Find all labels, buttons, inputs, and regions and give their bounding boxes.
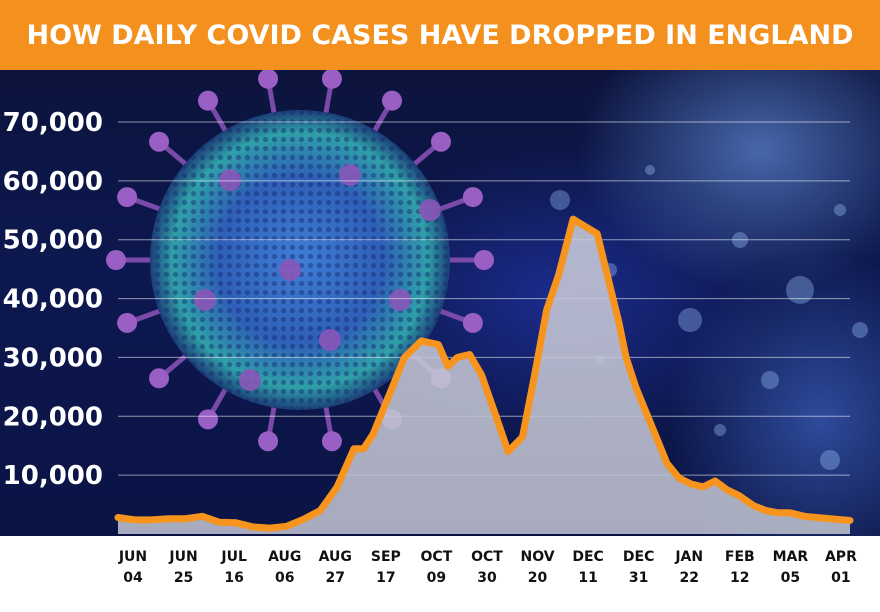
virus-spike-stem — [131, 196, 162, 212]
x-tick-label: 05 — [781, 570, 800, 586]
virus-surface-protein — [389, 289, 411, 311]
virus-spike-stem — [266, 84, 277, 115]
x-tick-label: 17 — [376, 570, 395, 586]
x-tick-label: 27 — [326, 570, 345, 586]
virus-surface-protein — [339, 164, 361, 186]
virus-surface-protein — [194, 289, 216, 311]
x-tick-label: SEP — [371, 549, 401, 565]
x-tick-label: DEC — [623, 549, 654, 565]
cases-area — [118, 219, 850, 534]
x-tick-label: 30 — [477, 570, 497, 586]
x-tick-label: FEB — [725, 549, 755, 565]
x-tick-label: 16 — [224, 570, 243, 586]
y-tick-label: 50,000 — [3, 226, 103, 256]
x-tick-label: 25 — [174, 570, 193, 586]
bokeh-particle — [678, 308, 702, 332]
x-tick-label: JAN — [674, 549, 703, 565]
x-tick-label: JUL — [220, 549, 247, 565]
x-tick-label: 20 — [528, 570, 548, 586]
virus-spike-stem — [208, 104, 229, 134]
x-tick-label: MAR — [773, 549, 809, 565]
virus-spike-head — [474, 250, 494, 270]
virus-spike-head — [462, 312, 483, 333]
virus-spike-stem — [162, 353, 189, 377]
virus-spike-head — [382, 90, 402, 111]
virus-spike-head — [430, 131, 451, 152]
y-tick-label: 10,000 — [3, 461, 103, 491]
virus-spike-stem — [438, 196, 469, 212]
bokeh-particle — [761, 371, 779, 389]
y-tick-label: 40,000 — [3, 285, 103, 315]
bokeh-particle — [834, 204, 846, 216]
virus-spike-stem — [208, 386, 229, 416]
y-tick-label: 30,000 — [3, 343, 103, 373]
y-tick-label: 70,000 — [3, 108, 103, 138]
x-tick-label: NOV — [520, 549, 554, 565]
virus-surface-protein — [279, 259, 301, 281]
virus-spike-head — [321, 68, 342, 89]
x-tick-label: 12 — [730, 570, 749, 586]
x-tick-label: 09 — [427, 570, 446, 586]
x-tick-label: 11 — [578, 570, 597, 586]
x-axis-labels: JUN 04 JUN 25 JUL 16 AUG 06 AUG 27 SEP 17 OCT 09 OCT 30… — [118, 549, 857, 586]
virus-spike-head — [258, 431, 279, 452]
bokeh-particle — [714, 424, 726, 436]
virus-surface-protein — [319, 329, 341, 351]
virus-spike-head — [198, 409, 218, 430]
y-tick-label: 20,000 — [3, 402, 103, 432]
x-tick-label: 04 — [123, 570, 143, 586]
bokeh-particle — [852, 322, 868, 338]
bokeh-particle — [786, 276, 814, 304]
virus-spike-head — [258, 68, 279, 89]
virus-spike-head — [149, 131, 170, 152]
virus-surface-protein — [219, 169, 241, 191]
virus-surface-protein — [419, 199, 441, 221]
x-tick-label: AUG — [268, 549, 301, 565]
bokeh-particle — [550, 190, 570, 210]
virus-spike-stem — [266, 405, 277, 436]
x-tick-label: 06 — [275, 570, 294, 586]
virus-surface-protein — [239, 369, 261, 391]
x-tick-label: APR — [825, 549, 857, 565]
x-tick-label: 22 — [679, 570, 698, 586]
virus-spike-stem — [323, 84, 334, 115]
virus-spike-head — [106, 250, 126, 270]
x-axis-band — [0, 536, 880, 612]
x-tick-label: 01 — [831, 570, 850, 586]
cases-line — [114, 215, 854, 532]
gridlines — [118, 121, 850, 476]
virus-illustration — [106, 68, 494, 452]
virus-spike-head — [117, 187, 138, 208]
x-tick-label: JUN — [168, 549, 197, 565]
bokeh-particle — [820, 450, 840, 470]
x-tick-label: OCT — [421, 549, 453, 565]
x-tick-label: AUG — [319, 549, 352, 565]
x-tick-label: 31 — [629, 570, 648, 586]
virus-spike-stem — [323, 405, 334, 436]
y-tick-label: 60,000 — [3, 167, 103, 197]
virus-spike-stem — [162, 143, 189, 167]
y-axis-labels: 10,000 20,000 30,000 40,000 50,000 60,000 70,0… — [3, 108, 103, 491]
chart-title: HOW DAILY COVID CASES HAVE DROPPED IN EN… — [26, 19, 854, 51]
virus-spike-stem — [371, 104, 392, 134]
virus-spike-stem — [131, 308, 162, 324]
virus-spike-head — [198, 90, 218, 111]
virus-spike-stem — [411, 143, 438, 167]
virus-spike-head — [462, 187, 483, 208]
x-tick-label: OCT — [471, 549, 503, 565]
bokeh-particle — [645, 165, 655, 175]
virus-spike-head — [149, 368, 170, 389]
x-tick-label: JUN — [118, 549, 147, 565]
virus-spike-head — [117, 312, 138, 333]
virus-spike-head — [321, 431, 342, 452]
x-tick-label: DEC — [572, 549, 603, 565]
virus-spike-stem — [438, 308, 469, 324]
header-banner: HOW DAILY COVID CASES HAVE DROPPED IN EN… — [0, 0, 880, 70]
